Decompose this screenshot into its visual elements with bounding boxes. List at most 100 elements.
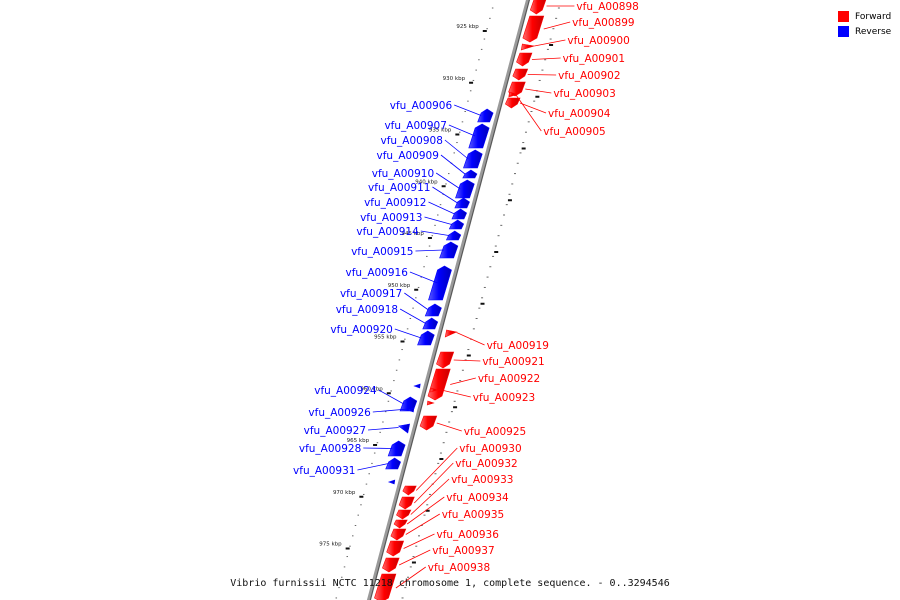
gene-label-vfu_A00928[interactable]: vfu_A00928	[299, 443, 361, 455]
gene-vfu_A00902[interactable]	[512, 68, 529, 81]
gene-leader-line	[454, 104, 482, 116]
gene-label-vfu_A00905[interactable]: vfu_A00905	[543, 126, 605, 138]
gene-label-vfu_A00915[interactable]: vfu_A00915	[351, 246, 413, 258]
gene-label-vfu_A00910[interactable]: vfu_A00910	[372, 168, 434, 180]
gene-label-vfu_A00931[interactable]: vfu_A00931	[293, 465, 355, 477]
gene-label-vfu_A00933[interactable]: vfu_A00933	[451, 474, 513, 486]
sequence-caption: Vibrio furnissii NCTC 11218 chromosome 1…	[230, 578, 670, 589]
gene-label-vfu_A00901[interactable]: vfu_A00901	[563, 53, 625, 65]
gene-vfu_A00909[interactable]	[462, 169, 478, 179]
gene-label-vfu_A00908[interactable]: vfu_A00908	[380, 135, 442, 147]
gene-leader-line	[398, 549, 431, 566]
tick-label: 975 kbp	[319, 542, 342, 548]
gene-vfu_A00913[interactable]	[448, 219, 465, 230]
gene-vfu_A00901[interactable]	[516, 52, 533, 67]
gene-label-vfu_A00919[interactable]: vfu_A00919	[487, 340, 549, 352]
gene-label-vfu_A00911[interactable]: vfu_A00911	[368, 182, 430, 194]
gene-vfu_A00921[interactable]	[436, 351, 455, 369]
gene-vfu_A00923[interactable]	[426, 400, 435, 406]
gene-label-vfu_A00916[interactable]: vfu_A00916	[346, 267, 409, 279]
gene-label-vfu_A00920[interactable]: vfu_A00920	[330, 324, 392, 336]
gene-label-vfu_A00903[interactable]: vfu_A00903	[553, 88, 615, 100]
gene-label-vfu_A00917[interactable]: vfu_A00917	[340, 288, 402, 300]
gene-vfu_A00919[interactable]	[444, 329, 458, 338]
tick-label: 970 kbp	[333, 490, 356, 496]
gene-leader-line	[534, 39, 566, 47]
gene-vfu_A00903[interactable]	[508, 81, 526, 97]
gene-vfu_A00914[interactable]	[445, 230, 462, 241]
gene-vfu_A00931[interactable]	[385, 457, 402, 470]
gene-label-vfu_A00938[interactable]: vfu_A00938	[428, 562, 490, 574]
gene-vfu_A00937[interactable]	[382, 557, 400, 573]
gene-vfu_A00900[interactable]	[520, 43, 535, 51]
gene-vfu_A00926[interactable]	[413, 383, 421, 389]
gene-vfu_A00936[interactable]	[386, 540, 405, 557]
gene-vfu_A00912[interactable]	[451, 208, 467, 220]
gene-label-vfu_A00936[interactable]: vfu_A00936	[436, 529, 499, 541]
gene-vfu_A00898[interactable]	[529, 0, 547, 15]
gene-vfu_A00938[interactable]	[374, 573, 397, 600]
gene-vfu_A00911[interactable]	[454, 197, 470, 209]
sequence-backbone	[366, 0, 531, 600]
gene-label-vfu_A00927[interactable]: vfu_A00927	[304, 425, 366, 437]
tick-label: 945 kbp	[402, 231, 425, 237]
gene-vfu_A00917[interactable]	[424, 303, 442, 317]
gene-vfu_A00916[interactable]	[428, 265, 452, 301]
gene-vfu_A00907[interactable]	[468, 123, 490, 149]
gene-leader-line	[432, 186, 458, 204]
gene-label-vfu_A00904[interactable]: vfu_A00904	[548, 108, 611, 120]
gene-label-vfu_A00923[interactable]: vfu_A00923	[473, 392, 535, 404]
gene-label-vfu_A00909[interactable]: vfu_A00909	[377, 150, 439, 162]
gene-label-vfu_A00899[interactable]: vfu_A00899	[572, 17, 634, 29]
gene-vfu_A00920[interactable]	[417, 330, 435, 346]
legend-label-reverse: Reverse	[855, 26, 892, 37]
gene-vfu_A00933[interactable]	[396, 509, 412, 520]
gene-label-vfu_A00926[interactable]: vfu_A00926	[308, 407, 371, 419]
tick-label: 930 kbp	[443, 76, 466, 82]
gene-label-vfu_A00924[interactable]: vfu_A00924	[314, 385, 377, 397]
gene-label-vfu_A00902[interactable]: vfu_A00902	[558, 70, 620, 82]
gene-leader-line	[450, 377, 476, 385]
gene-vfu_A00904[interactable]	[505, 97, 521, 109]
gene-label-vfu_A00918[interactable]: vfu_A00918	[336, 304, 398, 316]
gene-label-vfu_A00900[interactable]: vfu_A00900	[567, 35, 629, 47]
gene-vfu_A00905[interactable]	[508, 91, 517, 97]
gene-leader-line	[394, 328, 422, 339]
gene-vfu_A00931[interactable]	[387, 479, 396, 485]
gene-vfu_A00935[interactable]	[390, 528, 407, 541]
gene-vfu_A00899[interactable]	[522, 15, 545, 43]
gene-label-vfu_A00912[interactable]: vfu_A00912	[364, 197, 426, 209]
gene-leader-line	[444, 139, 469, 160]
gene-leader-line	[453, 359, 481, 362]
gene-label-vfu_A00934[interactable]: vfu_A00934	[446, 492, 509, 504]
gene-label-vfu_A00914[interactable]: vfu_A00914	[356, 226, 419, 238]
gene-vfu_A00918[interactable]	[422, 317, 439, 330]
gene-vfu_A00934[interactable]	[393, 519, 408, 529]
gene-vfu_A00925[interactable]	[419, 415, 438, 431]
gene-label-vfu_A00937[interactable]: vfu_A00937	[432, 545, 494, 557]
gene-label-vfu_A00935[interactable]: vfu_A00935	[442, 509, 504, 521]
gene-vfu_A00930[interactable]	[402, 485, 417, 496]
gene-label-vfu_A00932[interactable]: vfu_A00932	[455, 458, 517, 470]
gene-label-vfu_A00922[interactable]: vfu_A00922	[478, 373, 540, 385]
gene-vfu_A00915[interactable]	[439, 241, 459, 259]
gene-vfu_A00926[interactable]	[406, 407, 415, 413]
gene-vfu_A00928[interactable]	[387, 440, 406, 457]
gene-label-vfu_A00898[interactable]: vfu_A00898	[576, 1, 638, 13]
gene-vfu_A00922[interactable]	[427, 368, 451, 401]
gene-label-vfu_A00925[interactable]: vfu_A00925	[464, 426, 526, 438]
gene-label-vfu_A00921[interactable]: vfu_A00921	[482, 356, 544, 368]
gene-vfu_A00932[interactable]	[398, 496, 415, 510]
gene-label-vfu_A00930[interactable]: vfu_A00930	[459, 443, 521, 455]
gene-vfu_A00924[interactable]	[399, 396, 418, 412]
gene-vfu_A00923[interactable]	[430, 387, 439, 393]
gene-vfu_A00908[interactable]	[463, 149, 483, 169]
gene-label-vfu_A00907[interactable]: vfu_A00907	[384, 120, 446, 132]
gene-vfu_A00927[interactable]	[397, 423, 411, 434]
gene-vfu_A00910[interactable]	[455, 179, 475, 199]
gene-label-vfu_A00913[interactable]: vfu_A00913	[360, 212, 422, 224]
gene-vfu_A00906[interactable]	[477, 108, 494, 123]
gene-label-vfu_A00906[interactable]: vfu_A00906	[390, 100, 453, 112]
tick-label: 955 kbp	[374, 335, 397, 341]
